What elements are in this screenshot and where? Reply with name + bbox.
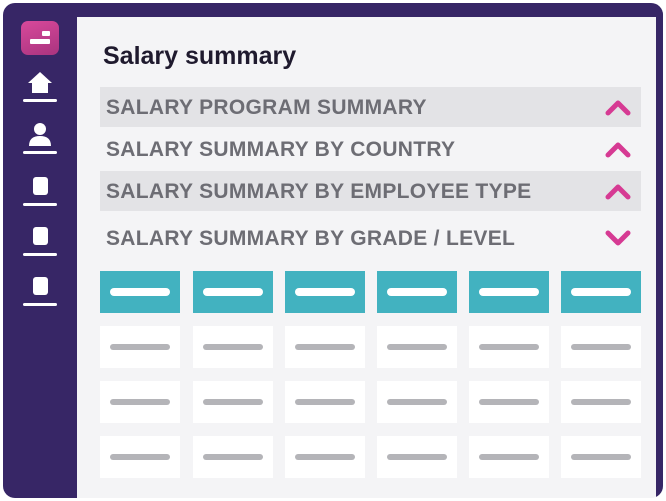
home-icon <box>23 72 57 102</box>
accordion-salary-program-summary[interactable]: SALARY PROGRAM SUMMARY <box>100 87 641 127</box>
placeholder-bar <box>203 288 263 296</box>
table-cell[interactable] <box>377 381 457 423</box>
placeholder-bar <box>110 288 170 296</box>
page-title: Salary summary <box>103 42 297 70</box>
placeholder-bar <box>203 344 263 350</box>
table-cell[interactable] <box>377 326 457 368</box>
table-cell[interactable] <box>100 436 180 478</box>
table-cell[interactable] <box>561 436 641 478</box>
table-cell[interactable] <box>561 326 641 368</box>
placeholder-bar <box>387 288 447 296</box>
accordion-label: SALARY SUMMARY BY GRADE / LEVEL <box>106 227 516 250</box>
placeholder-bar <box>110 344 170 350</box>
accordion-salary-summary-by-employee-type[interactable]: SALARY SUMMARY BY EMPLOYEE TYPE <box>100 171 641 211</box>
placeholder-bar <box>571 288 631 296</box>
placeholder-bar <box>295 288 355 296</box>
placeholder-bar <box>110 399 170 405</box>
table-cell[interactable] <box>561 381 641 423</box>
app-logo[interactable] <box>21 21 59 55</box>
placeholder-bar <box>110 454 170 460</box>
document-icon <box>23 177 57 206</box>
placeholder-bar <box>387 344 447 350</box>
placeholder-bar <box>203 454 263 460</box>
accordion-label: SALARY PROGRAM SUMMARY <box>106 96 427 119</box>
document-icon <box>23 277 57 306</box>
sidebar-item-documents-3[interactable] <box>21 273 59 309</box>
sidebar-item-profile[interactable] <box>21 121 59 157</box>
table-cell[interactable] <box>100 381 180 423</box>
table-cell[interactable] <box>285 326 365 368</box>
table-cell[interactable] <box>193 381 273 423</box>
chevron-up-icon[interactable] <box>605 139 631 159</box>
accordion-salary-summary-by-grade-level[interactable]: SALARY SUMMARY BY GRADE / LEVEL <box>100 218 641 258</box>
accordion-label: SALARY SUMMARY BY COUNTRY <box>106 138 456 161</box>
chevron-up-icon[interactable] <box>605 181 631 201</box>
table-cell[interactable] <box>469 436 549 478</box>
sidebar-item-home[interactable] <box>21 69 59 105</box>
placeholder-bar <box>571 399 631 405</box>
placeholder-bar <box>571 454 631 460</box>
sidebar-item-documents-2[interactable] <box>21 223 59 259</box>
logo-mark-bar <box>30 39 50 44</box>
table-cell[interactable] <box>377 436 457 478</box>
placeholder-bar <box>571 344 631 350</box>
placeholder-bar <box>479 399 539 405</box>
chevron-down-icon[interactable] <box>605 228 631 248</box>
sidebar <box>3 3 77 498</box>
placeholder-bar <box>295 454 355 460</box>
table-cell[interactable] <box>193 326 273 368</box>
table-cell[interactable] <box>285 381 365 423</box>
placeholder-bar <box>479 454 539 460</box>
document-icon <box>23 227 57 256</box>
logo-mark-dot <box>42 31 50 36</box>
table-cell[interactable] <box>100 326 180 368</box>
top-border <box>77 3 663 17</box>
user-icon <box>23 123 57 154</box>
placeholder-bar <box>387 454 447 460</box>
placeholder-bar <box>203 399 263 405</box>
main-content: Salary summary SALARY PROGRAM SUMMARY SA… <box>77 17 656 498</box>
table-header-cell[interactable] <box>377 271 457 313</box>
table-cell[interactable] <box>285 436 365 478</box>
placeholder-bar <box>295 344 355 350</box>
sidebar-item-documents-1[interactable] <box>21 173 59 209</box>
placeholder-bar <box>479 344 539 350</box>
accordion-label: SALARY SUMMARY BY EMPLOYEE TYPE <box>106 180 532 203</box>
table-header-cell[interactable] <box>100 271 180 313</box>
placeholder-bar <box>295 399 355 405</box>
table-header-cell[interactable] <box>285 271 365 313</box>
app-window: Salary summary SALARY PROGRAM SUMMARY SA… <box>3 3 663 498</box>
placeholder-bar <box>479 288 539 296</box>
table-cell[interactable] <box>469 326 549 368</box>
chevron-up-icon[interactable] <box>605 97 631 117</box>
table-header-cell[interactable] <box>561 271 641 313</box>
right-border <box>656 3 663 498</box>
placeholder-bar <box>387 399 447 405</box>
accordion-salary-summary-by-country[interactable]: SALARY SUMMARY BY COUNTRY <box>100 129 641 169</box>
table-cell[interactable] <box>469 381 549 423</box>
table-header-cell[interactable] <box>469 271 549 313</box>
table-header-cell[interactable] <box>193 271 273 313</box>
table-cell[interactable] <box>193 436 273 478</box>
